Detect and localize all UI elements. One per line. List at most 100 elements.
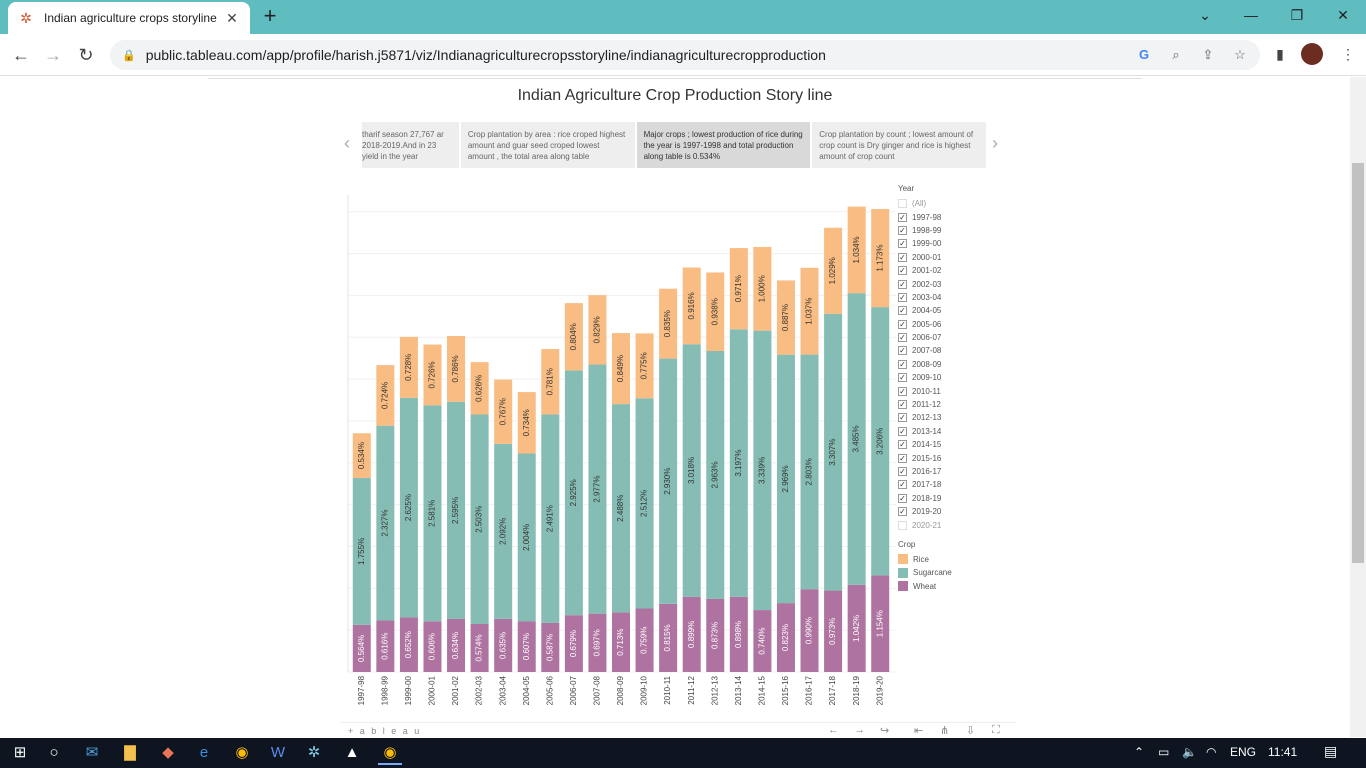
year-filter-item[interactable]: ✓ 2009-10 bbox=[898, 371, 952, 384]
year-filter-item[interactable]: ✓ 2001-02 bbox=[898, 264, 952, 277]
year-filter-item[interactable]: ✓ 2000-01 bbox=[898, 251, 952, 264]
edge-icon[interactable]: e bbox=[199, 744, 209, 761]
year-filter-item[interactable]: (All) bbox=[898, 197, 952, 210]
checkbox-icon[interactable]: ✓ bbox=[898, 467, 907, 476]
language-indicator[interactable]: ENG bbox=[1230, 745, 1257, 759]
minimize-button[interactable]: — bbox=[1244, 7, 1258, 23]
checkbox-icon[interactable]: ✓ bbox=[898, 212, 907, 222]
google-icon[interactable]: G bbox=[1138, 47, 1150, 62]
windows-start-icon[interactable]: ⊞ bbox=[13, 744, 27, 761]
battery-icon[interactable]: ▭ bbox=[1158, 745, 1170, 759]
avatar[interactable] bbox=[1301, 43, 1323, 65]
side-panel-icon[interactable]: ▮ bbox=[1276, 46, 1284, 62]
download-icon[interactable]: ⇩ bbox=[966, 725, 976, 737]
search-icon[interactable]: ○ bbox=[49, 744, 59, 761]
checkbox-icon[interactable]: ✓ bbox=[898, 319, 907, 329]
bookmark-star-icon[interactable]: ☆ bbox=[1234, 47, 1246, 62]
scrollbar-thumb[interactable] bbox=[1352, 163, 1364, 563]
checkbox-icon[interactable]: ✓ bbox=[898, 373, 907, 383]
year-filter-item[interactable]: ✓ 2015-16 bbox=[898, 451, 952, 464]
checkbox-icon[interactable]: ✓ bbox=[898, 306, 907, 316]
year-filter-item[interactable]: ✓ 2004-05 bbox=[898, 304, 952, 317]
checkbox-icon[interactable] bbox=[898, 520, 907, 530]
year-filter-item[interactable]: ✓ 2018-19 bbox=[898, 492, 952, 505]
tableau-app-icon[interactable]: ✲ bbox=[307, 744, 321, 761]
crop-legend-item[interactable]: Wheat bbox=[898, 580, 952, 593]
checkbox-icon[interactable]: ✓ bbox=[898, 333, 907, 343]
checkbox-icon[interactable]: ✓ bbox=[898, 386, 907, 396]
checkbox-icon[interactable]: ✓ bbox=[898, 292, 907, 302]
share-view-icon[interactable]: ⋔ bbox=[940, 725, 950, 737]
year-filter-item[interactable]: ✓ 2012-13 bbox=[898, 411, 952, 424]
fullscreen-icon[interactable]: ⛶ bbox=[992, 724, 1000, 736]
story-point-3[interactable]: Major crops ; lowest production of rice … bbox=[636, 122, 811, 168]
clock[interactable]: 11:41 bbox=[1268, 745, 1298, 759]
forward-button[interactable]: → bbox=[44, 45, 62, 65]
checkbox-icon[interactable]: ✓ bbox=[898, 346, 907, 356]
year-filter-item[interactable]: ✓ 1999-00 bbox=[898, 237, 952, 250]
checkbox-icon[interactable]: ✓ bbox=[898, 225, 907, 235]
checkbox-icon[interactable]: ✓ bbox=[898, 413, 907, 423]
notification-icon[interactable]: ▤ bbox=[1324, 743, 1338, 759]
year-filter-item[interactable]: ✓ 2008-09 bbox=[898, 358, 952, 371]
tab-search-icon[interactable]: ⌄ bbox=[1199, 7, 1211, 23]
checkbox-icon[interactable]: ✓ bbox=[898, 507, 907, 517]
crop-legend-item[interactable]: Sugarcane bbox=[898, 566, 952, 579]
new-tab-button[interactable]: + bbox=[263, 3, 277, 28]
story-next-arrow-icon[interactable]: › bbox=[992, 133, 998, 153]
checkbox-icon[interactable]: ✓ bbox=[898, 266, 907, 276]
checkbox-icon[interactable]: ✓ bbox=[898, 252, 907, 262]
year-filter-item[interactable]: ✓ 2010-11 bbox=[898, 384, 952, 397]
checkbox-icon[interactable]: ✓ bbox=[898, 453, 907, 463]
story-point-2[interactable]: Crop plantation by area : rice croped hi… bbox=[460, 122, 635, 168]
year-filter-item[interactable]: ✓ 2011-12 bbox=[898, 398, 952, 411]
redo-icon[interactable]: → bbox=[854, 724, 865, 736]
year-filter-item[interactable]: ✓ 2016-17 bbox=[898, 465, 952, 478]
photos-icon[interactable]: ▲ bbox=[344, 744, 360, 761]
year-filter-item[interactable]: ✓ 2007-08 bbox=[898, 344, 952, 357]
checkbox-icon[interactable]: ✓ bbox=[898, 440, 907, 450]
story-point-1[interactable]: tharif season 27,767 ar 2018-2019.And in… bbox=[362, 122, 459, 168]
word-icon[interactable]: W bbox=[270, 744, 286, 761]
story-prev-arrow-icon[interactable]: ‹ bbox=[344, 133, 350, 153]
checkbox-icon[interactable]: ✓ bbox=[898, 480, 907, 490]
wifi-icon[interactable]: ◠ bbox=[1206, 745, 1217, 759]
file-explorer-icon[interactable]: ▇ bbox=[124, 744, 136, 761]
close-tab-icon[interactable]: ✕ bbox=[226, 9, 238, 26]
back-button[interactable]: ← bbox=[12, 45, 30, 65]
menu-icon[interactable]: ⋮ bbox=[1341, 46, 1355, 62]
revert-icon[interactable]: ↪ bbox=[880, 725, 890, 737]
volume-icon[interactable]: 🔈 bbox=[1182, 745, 1197, 759]
year-filter-item[interactable]: ✓ 2006-07 bbox=[898, 331, 952, 344]
paint-icon[interactable]: ◆ bbox=[162, 744, 174, 761]
year-filter-item[interactable]: 2020-21 bbox=[898, 518, 952, 531]
year-filter-item[interactable]: ✓ 2013-14 bbox=[898, 425, 952, 438]
mail-icon[interactable]: ✉ bbox=[85, 744, 99, 761]
reload-button[interactable]: ↻ bbox=[78, 45, 94, 65]
year-filter-item[interactable]: ✓ 2019-20 bbox=[898, 505, 952, 518]
first-icon[interactable]: ⇤ bbox=[914, 725, 924, 737]
checkbox-icon[interactable]: ✓ bbox=[898, 279, 907, 289]
tray-expand-icon[interactable]: ⌃ bbox=[1134, 745, 1145, 759]
story-point-4[interactable]: Crop plantation by count ; lowest amount… bbox=[812, 122, 986, 168]
page-scrollbar[interactable] bbox=[1350, 77, 1366, 737]
close-window-button[interactable]: ✕ bbox=[1337, 7, 1349, 23]
share-icon[interactable]: ⇪ bbox=[1202, 47, 1214, 62]
crop-legend-item[interactable]: Rice bbox=[898, 553, 952, 566]
browser-tab[interactable]: ✲ Indian agriculture crops storyline ✕ bbox=[8, 2, 250, 34]
checkbox-icon[interactable]: ✓ bbox=[898, 493, 907, 503]
checkbox-icon[interactable] bbox=[898, 199, 907, 209]
checkbox-icon[interactable]: ✓ bbox=[898, 239, 907, 249]
year-filter-item[interactable]: ✓ 1997-98 bbox=[898, 210, 952, 223]
year-filter-item[interactable]: ✓ 1998-99 bbox=[898, 224, 952, 237]
undo-icon[interactable]: ← bbox=[828, 724, 839, 736]
year-filter-item[interactable]: ✓ 2005-06 bbox=[898, 318, 952, 331]
year-filter-item[interactable]: ✓ 2003-04 bbox=[898, 291, 952, 304]
chrome-icon[interactable]: ◉ bbox=[235, 744, 249, 761]
chrome-active-icon[interactable]: ◉ bbox=[378, 741, 402, 765]
year-filter-item[interactable]: ✓ 2017-18 bbox=[898, 478, 952, 491]
year-filter-item[interactable]: ✓ 2002-03 bbox=[898, 277, 952, 290]
checkbox-icon[interactable]: ✓ bbox=[898, 359, 907, 369]
checkbox-icon[interactable]: ✓ bbox=[898, 400, 907, 410]
checkbox-icon[interactable]: ✓ bbox=[898, 426, 907, 436]
